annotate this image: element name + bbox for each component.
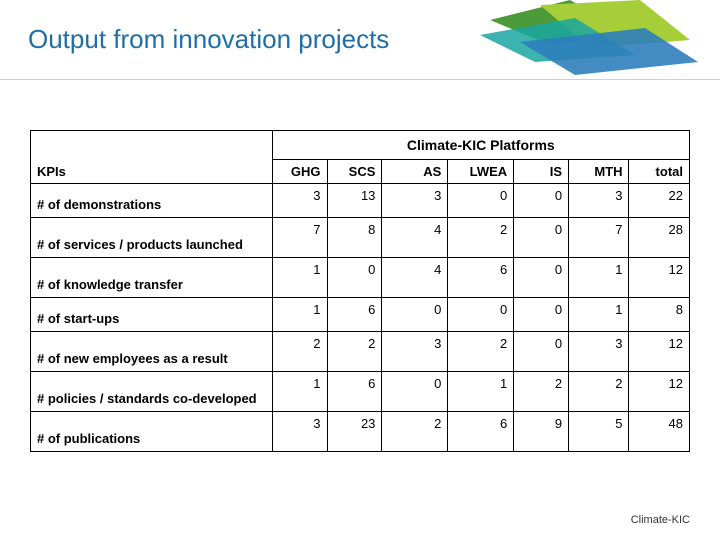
header: Output from innovation projects — [0, 0, 720, 80]
cell: 3 — [569, 184, 629, 218]
cell: 9 — [514, 412, 569, 452]
col-mth: MTH — [569, 160, 629, 184]
kpi-label: # of demonstrations — [31, 184, 273, 218]
cell: 3 — [272, 412, 327, 452]
cell: 8 — [629, 298, 690, 332]
kpi-table: KPIs Climate-KIC Platforms GHG SCS AS LW… — [30, 130, 690, 452]
cell: 0 — [514, 332, 569, 372]
cell: 2 — [569, 372, 629, 412]
col-total: total — [629, 160, 690, 184]
footer-brand: Climate-KIC — [631, 514, 690, 526]
cell: 6 — [448, 258, 514, 298]
kpi-label: # of knowledge transfer — [31, 258, 273, 298]
cell: 48 — [629, 412, 690, 452]
cell: 3 — [272, 184, 327, 218]
cell: 2 — [448, 332, 514, 372]
cell: 1 — [569, 258, 629, 298]
cell: 12 — [629, 332, 690, 372]
cell: 12 — [629, 258, 690, 298]
cell: 22 — [629, 184, 690, 218]
cell: 2 — [448, 218, 514, 258]
cell: 2 — [327, 332, 382, 372]
cell: 13 — [327, 184, 382, 218]
kpi-label: # of new employees as a result — [31, 332, 273, 372]
kpi-label: # of services / products launched — [31, 218, 273, 258]
table-container: KPIs Climate-KIC Platforms GHG SCS AS LW… — [0, 80, 720, 452]
cell: 28 — [629, 218, 690, 258]
cell: 0 — [382, 298, 448, 332]
table-row: # of knowledge transfer 1 0 4 6 0 1 12 — [31, 258, 690, 298]
cell: 2 — [272, 332, 327, 372]
cell: 0 — [514, 298, 569, 332]
col-as: AS — [382, 160, 448, 184]
cell: 1 — [569, 298, 629, 332]
brand-logo — [480, 0, 700, 80]
kpis-header: KPIs — [31, 131, 273, 184]
cell: 12 — [629, 372, 690, 412]
cell: 2 — [514, 372, 569, 412]
cell: 0 — [514, 184, 569, 218]
kpi-label: # of publications — [31, 412, 273, 452]
page-title: Output from innovation projects — [28, 24, 389, 55]
table-row: # of services / products launched 7 8 4 … — [31, 218, 690, 258]
cell: 23 — [327, 412, 382, 452]
cell: 6 — [327, 372, 382, 412]
cell: 5 — [569, 412, 629, 452]
cell: 1 — [272, 372, 327, 412]
table-row: # of start-ups 1 6 0 0 0 1 8 — [31, 298, 690, 332]
cell: 0 — [448, 298, 514, 332]
cell: 6 — [448, 412, 514, 452]
cell: 0 — [448, 184, 514, 218]
cell: 7 — [272, 218, 327, 258]
cell: 1 — [272, 258, 327, 298]
table-row: # of new employees as a result 2 2 3 2 0… — [31, 332, 690, 372]
cell: 1 — [272, 298, 327, 332]
table-row: # policies / standards co-developed 1 6 … — [31, 372, 690, 412]
cell: 6 — [327, 298, 382, 332]
cell: 0 — [382, 372, 448, 412]
kpi-label: # of start-ups — [31, 298, 273, 332]
cell: 8 — [327, 218, 382, 258]
cell: 3 — [382, 184, 448, 218]
col-is: IS — [514, 160, 569, 184]
table-header-row-1: KPIs Climate-KIC Platforms — [31, 131, 690, 160]
col-ghg: GHG — [272, 160, 327, 184]
cell: 2 — [382, 412, 448, 452]
cell: 0 — [514, 218, 569, 258]
cell: 0 — [514, 258, 569, 298]
cell: 7 — [569, 218, 629, 258]
col-scs: SCS — [327, 160, 382, 184]
kpi-label: # policies / standards co-developed — [31, 372, 273, 412]
cell: 1 — [448, 372, 514, 412]
cell: 3 — [382, 332, 448, 372]
cell: 4 — [382, 218, 448, 258]
cell: 4 — [382, 258, 448, 298]
platforms-header: Climate-KIC Platforms — [272, 131, 689, 160]
table-row: # of publications 3 23 2 6 9 5 48 — [31, 412, 690, 452]
cell: 0 — [327, 258, 382, 298]
table-row: # of demonstrations 3 13 3 0 0 3 22 — [31, 184, 690, 218]
cell: 3 — [569, 332, 629, 372]
col-lwea: LWEA — [448, 160, 514, 184]
